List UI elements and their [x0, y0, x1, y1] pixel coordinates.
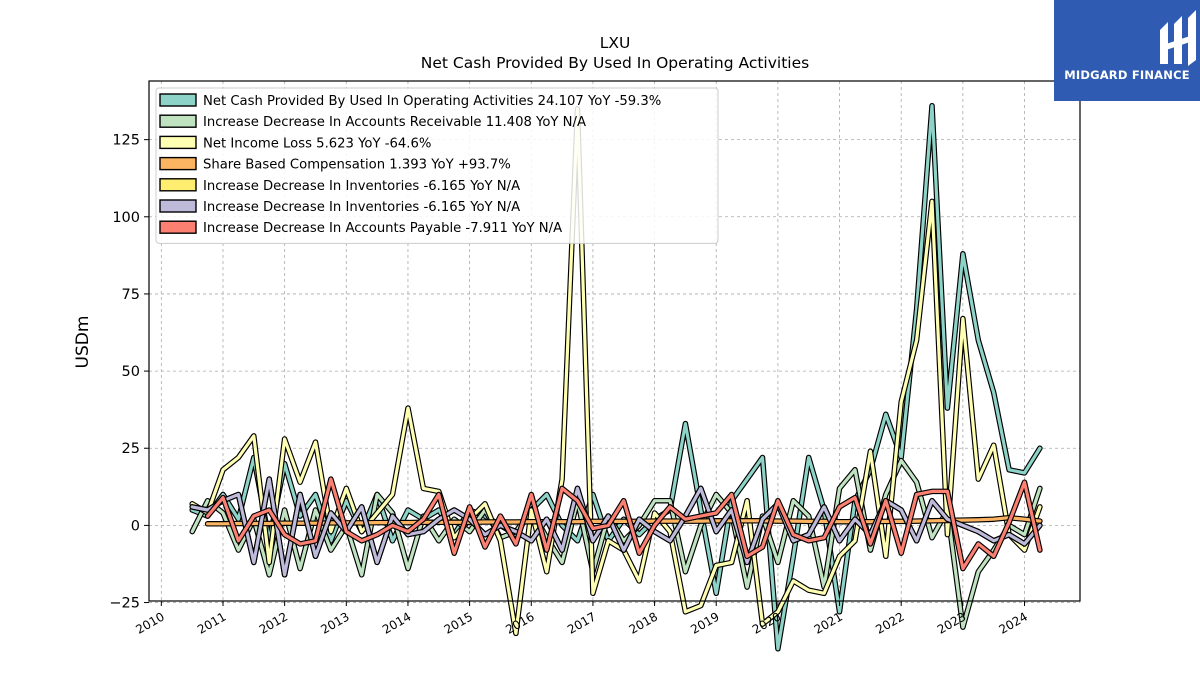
chart-title: LXU	[600, 34, 631, 52]
legend-swatch	[159, 178, 197, 192]
legend-swatch	[159, 135, 197, 150]
legend-box	[155, 87, 719, 244]
legend-swatch	[159, 114, 197, 128]
series-group	[189, 102, 1043, 652]
series-path	[206, 477, 1042, 571]
y-tick-label: 50	[122, 364, 140, 380]
chart-subtitle: Net Cash Provided By Used In Operating A…	[421, 54, 809, 72]
legend-entry: Net Income Loss 5.623 YoY -64.6%	[203, 136, 431, 151]
legend-entry: Increase Decrease In Accounts Payable -7…	[203, 221, 562, 236]
brand-name: MIDGARD FINANCE	[1064, 68, 1190, 82]
y-tick-label: −25	[109, 596, 140, 612]
legend-swatch	[159, 93, 197, 107]
legend-swatch	[159, 199, 197, 213]
plot-frame	[148, 80, 1081, 602]
legend-entry: Increase Decrease In Accounts Receivable…	[203, 115, 586, 130]
legend-entry: Increase Decrease In Inventories -6.165 …	[203, 179, 520, 194]
brand-mark-icon	[1160, 10, 1196, 66]
y-axis-label: USDm	[73, 316, 93, 369]
y-axis: −25 0 25 50 75 100 125	[109, 133, 149, 612]
legend-swatch	[159, 220, 197, 234]
y-tick-label: 100	[112, 210, 140, 226]
brand-logo: MIDGARD FINANCE	[1054, 0, 1200, 101]
legend-entry: Share Based Compensation 1.393 YoY +93.7…	[203, 158, 511, 173]
y-tick-label: 0	[131, 518, 140, 534]
series-line-5	[189, 476, 1043, 578]
legend-swatch	[159, 156, 197, 171]
legend-entry: Net Cash Provided By Used In Operating A…	[203, 94, 661, 109]
y-tick-label: 25	[122, 441, 140, 457]
series-line-6	[204, 476, 1043, 572]
y-tick-label: 125	[112, 133, 140, 149]
legend-entry: Increase Decrease In Inventories -6.165 …	[203, 200, 520, 215]
legend: Net Cash Provided By Used In Operating A…	[155, 87, 719, 244]
series-path	[190, 477, 1042, 577]
y-tick-label: 75	[122, 287, 140, 303]
